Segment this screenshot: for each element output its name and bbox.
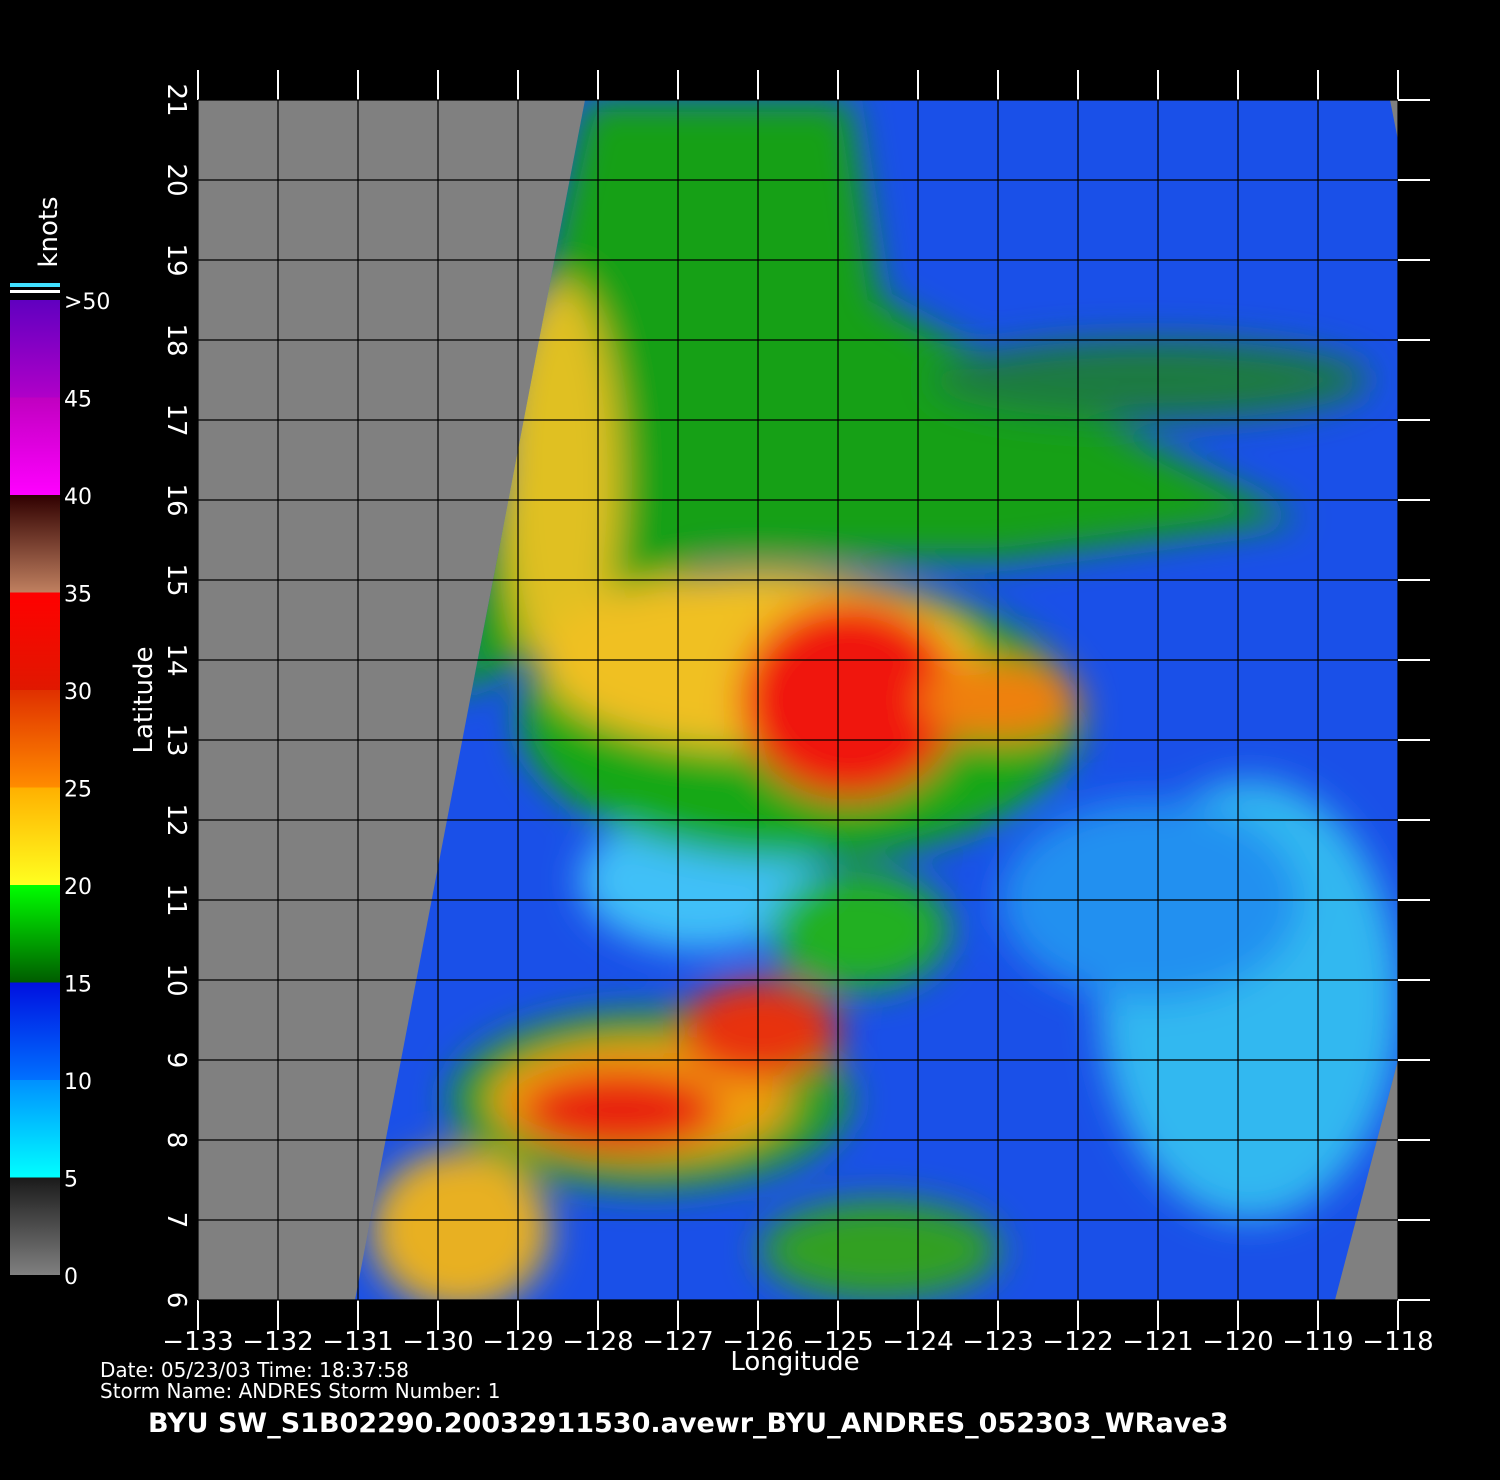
colorbar-band xyxy=(10,1177,60,1275)
y-tick-label: 10 xyxy=(161,963,191,996)
colorbar-band xyxy=(10,592,60,690)
y-tick-label: 6 xyxy=(161,1292,191,1309)
y-tick-label: 12 xyxy=(161,803,191,836)
colorbar-band xyxy=(10,982,60,1080)
y-axis-label: Latitude xyxy=(129,646,159,753)
x-tick-label: −129 xyxy=(482,1327,553,1357)
colorbar-band xyxy=(10,495,60,593)
colorbar-band xyxy=(10,300,60,398)
x-tick-label: −132 xyxy=(242,1327,313,1357)
colorbar-tick-label: 25 xyxy=(64,778,92,803)
x-tick-label: −121 xyxy=(1122,1327,1193,1357)
y-tick-label: 19 xyxy=(161,243,191,276)
y-tick-label: 15 xyxy=(161,563,191,596)
info-line: Storm Name: ANDRES Storm Number: 1 xyxy=(100,1379,501,1403)
y-tick-label: 8 xyxy=(161,1132,191,1149)
colorbar-band xyxy=(10,1080,60,1178)
colorbar-tick-label: 10 xyxy=(64,1070,92,1095)
x-tick-label: −126 xyxy=(722,1327,793,1357)
x-tick-label: −128 xyxy=(562,1327,633,1357)
x-tick-label: −122 xyxy=(1042,1327,1113,1357)
colorbar-band xyxy=(10,787,60,885)
colorbar-tick-label: 45 xyxy=(64,388,92,413)
title: BYU SW_S1B02290.20032911530.avewr_BYU_AN… xyxy=(148,1408,1228,1439)
y-tick-label: 14 xyxy=(161,643,191,676)
x-tick-label: −127 xyxy=(642,1327,713,1357)
colorbar-band xyxy=(10,690,60,788)
y-tick-label: 9 xyxy=(161,1052,191,1069)
x-tick-label: −120 xyxy=(1202,1327,1273,1357)
x-axis-label: Longitude xyxy=(730,1347,859,1377)
y-tick-label: 20 xyxy=(161,163,191,196)
colorbar-label: knots xyxy=(34,196,64,267)
colorbar-tick-label: 15 xyxy=(64,973,92,998)
y-tick-label: 7 xyxy=(161,1212,191,1229)
x-tick-label: −133 xyxy=(162,1327,233,1357)
y-tick-label: 21 xyxy=(161,83,191,116)
y-tick-label: 17 xyxy=(161,403,191,436)
x-tick-label: −119 xyxy=(1282,1327,1353,1357)
info-line: Date: 05/23/03 Time: 18:37:58 xyxy=(100,1358,409,1382)
colorbar-cap xyxy=(10,290,60,293)
y-tick-label: 13 xyxy=(161,723,191,756)
x-tick-label: −124 xyxy=(882,1327,953,1357)
y-tick-label: 16 xyxy=(161,483,191,516)
colorbar-tick-label: 0 xyxy=(64,1265,78,1290)
x-tick-label: −130 xyxy=(402,1327,473,1357)
colorbar-cap xyxy=(10,283,60,287)
colorbar-tick-label: >50 xyxy=(64,290,110,315)
x-tick-label: −118 xyxy=(1362,1327,1433,1357)
colorbar-tick-label: 5 xyxy=(64,1168,78,1193)
x-tick-label: −123 xyxy=(962,1327,1033,1357)
colorbar-tick-label: 40 xyxy=(64,485,92,510)
colorbar-band xyxy=(10,885,60,983)
colorbar-tick-label: 35 xyxy=(64,583,92,608)
colorbar-tick-label: 20 xyxy=(64,875,92,900)
x-tick-label: −125 xyxy=(802,1327,873,1357)
colorbar-band xyxy=(10,397,60,495)
y-tick-label: 11 xyxy=(161,883,191,916)
y-tick-label: 18 xyxy=(161,323,191,356)
x-tick-label: −131 xyxy=(322,1327,393,1357)
colorbar-tick-label: 30 xyxy=(64,680,92,705)
